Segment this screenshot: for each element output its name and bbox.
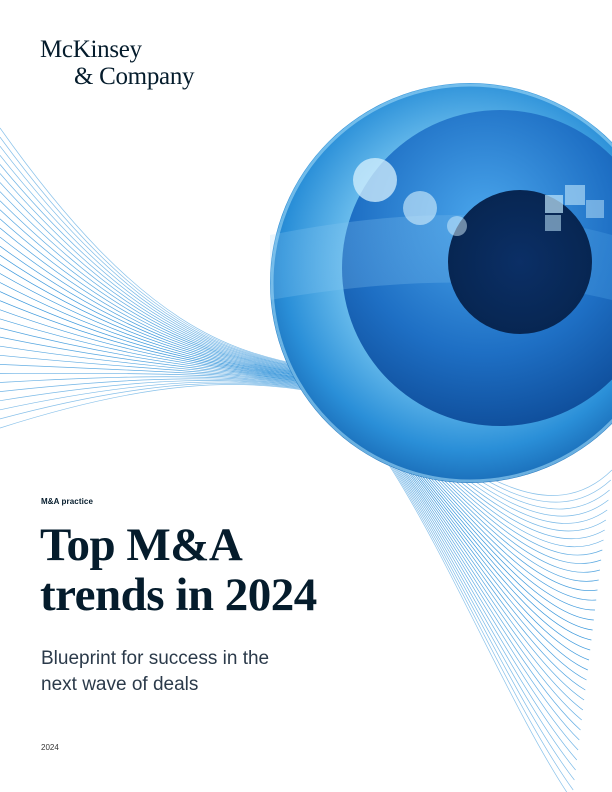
practice-label: M&A practice [41, 497, 94, 506]
mckinsey-logo: McKinsey & Company [40, 36, 195, 90]
subtitle-line-2: next wave of deals [41, 674, 199, 695]
eye-orb [270, 83, 612, 483]
title-line-1: Top M&A [40, 519, 243, 571]
logo-line-1: McKinsey [40, 36, 142, 63]
title-line-2: trends in 2024 [40, 569, 317, 621]
logo-line-2: & Company [74, 63, 195, 90]
cover-subtitle: Blueprint for success in the next wave o… [41, 646, 361, 698]
publication-year: 2024 [41, 743, 59, 752]
subtitle-line-1: Blueprint for success in the [41, 648, 270, 669]
cover-title: Top M&A trends in 2024 [40, 520, 420, 620]
